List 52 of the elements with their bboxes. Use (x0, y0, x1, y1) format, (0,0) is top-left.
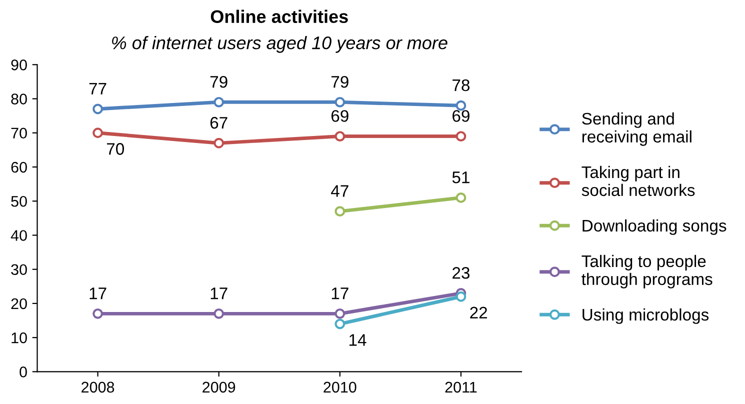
point (214, 96, 224, 108)
data-label: 17 (90, 288, 106, 300)
legend-label: Using microblogs (582, 308, 709, 324)
y-tick-label: 70 (11, 128, 27, 139)
data-label: 77 (89, 82, 106, 94)
y-tick-label: 80 (11, 94, 27, 104)
data-label: 67 (210, 116, 228, 129)
point (456, 131, 466, 142)
chart-title: Online activities (210, 10, 348, 24)
y-tick-label: 30 (11, 264, 27, 276)
point (456, 192, 466, 203)
data-label: 47 (331, 185, 348, 197)
y-tick-label: 20 (11, 298, 27, 310)
data-label: 17 (332, 288, 348, 300)
point (92, 128, 103, 138)
x-tick-label: 2009 (202, 382, 236, 393)
point (92, 308, 103, 319)
y-tick-label: 50 (11, 196, 27, 207)
y-tick-label: 10 (12, 332, 27, 344)
data-label: 69 (452, 110, 470, 122)
legend-label: Sending and receiving email (582, 112, 692, 146)
data-label: 78 (452, 79, 470, 92)
legend-label: Taking part in social networks (582, 166, 695, 196)
point (214, 138, 224, 148)
legend-label: Downloading songs (582, 219, 726, 235)
y-tick-label: 90 (11, 60, 27, 70)
data-label: 17 (210, 288, 228, 300)
data-label: 14 (350, 334, 366, 346)
y-tick-label: 0 (20, 366, 27, 378)
y-tick-label: 40 (10, 230, 27, 241)
point (334, 96, 346, 108)
point (334, 131, 346, 142)
chart-subtitle: % of internet users aged 10 years or more (112, 36, 448, 53)
point (92, 104, 103, 114)
point (334, 308, 346, 319)
data-label: 22 (470, 306, 488, 318)
y-tick-label: 60 (11, 162, 27, 173)
x-tick-label: 2010 (324, 382, 356, 393)
point (334, 318, 346, 330)
data-label: 69 (331, 110, 348, 122)
data-label: 79 (210, 76, 228, 88)
point (456, 291, 466, 302)
point (456, 100, 466, 111)
point (334, 206, 346, 217)
data-label: 23 (452, 267, 470, 279)
point (214, 308, 224, 319)
x-tick-label: 2011 (445, 382, 477, 393)
data-label: 51 (452, 172, 470, 184)
data-label: 70 (106, 143, 124, 155)
x-tick-label: 2008 (82, 382, 114, 393)
data-label: 79 (331, 76, 348, 88)
legend-label: Talking to people through programs (582, 254, 712, 288)
